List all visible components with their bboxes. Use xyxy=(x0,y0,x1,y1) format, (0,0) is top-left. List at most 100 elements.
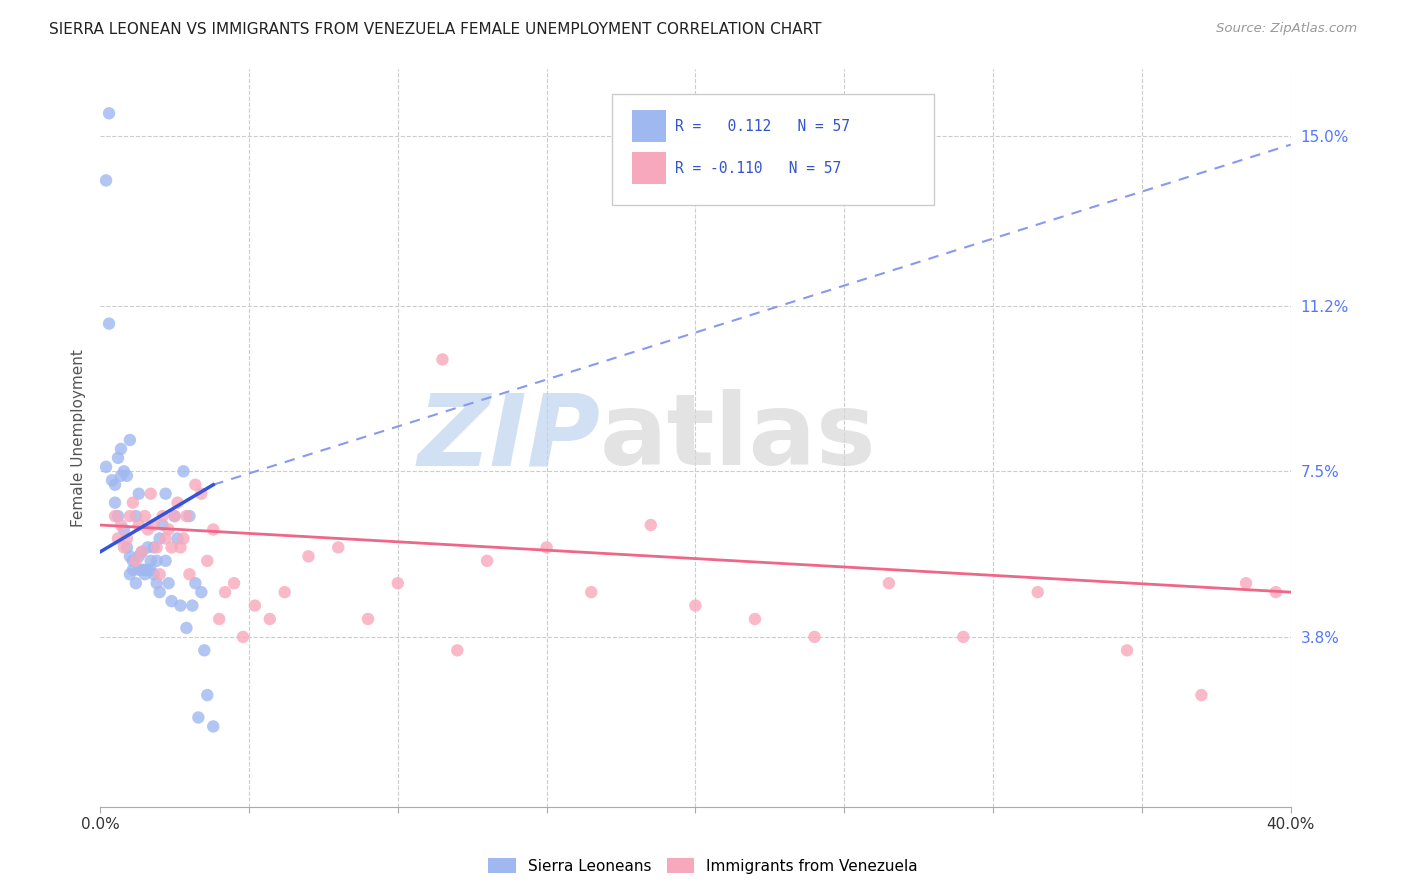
Point xyxy=(118,567,141,582)
Point xyxy=(328,541,350,555)
Point xyxy=(195,554,218,568)
Point xyxy=(145,576,167,591)
Point xyxy=(952,630,974,644)
Point xyxy=(581,585,603,599)
Point xyxy=(179,567,201,582)
Point xyxy=(115,541,138,555)
Point xyxy=(136,541,159,555)
Point xyxy=(160,594,183,608)
Point xyxy=(142,518,165,533)
Point xyxy=(744,612,766,626)
Point xyxy=(118,433,141,447)
Point xyxy=(640,518,662,533)
Point xyxy=(128,518,150,533)
Text: R = -0.110   N = 57: R = -0.110 N = 57 xyxy=(675,161,841,176)
Point xyxy=(112,541,135,555)
Point xyxy=(169,541,191,555)
Point xyxy=(160,541,183,555)
Point xyxy=(446,643,468,657)
Point xyxy=(149,585,172,599)
Point xyxy=(149,567,172,582)
Point xyxy=(134,563,156,577)
Point xyxy=(1234,576,1257,591)
Point xyxy=(152,518,174,533)
Point xyxy=(163,509,186,524)
Point xyxy=(273,585,295,599)
Point xyxy=(243,599,266,613)
Point xyxy=(259,612,281,626)
Point xyxy=(190,486,212,500)
Point xyxy=(172,464,194,478)
Text: atlas: atlas xyxy=(600,389,877,486)
Point xyxy=(131,545,153,559)
Point xyxy=(98,106,121,120)
Point xyxy=(169,599,191,613)
Point xyxy=(139,563,162,577)
Point xyxy=(222,576,245,591)
Point xyxy=(357,612,380,626)
Point xyxy=(128,486,150,500)
Point xyxy=(122,496,145,510)
Point xyxy=(118,509,141,524)
Point xyxy=(176,621,198,635)
Bar xyxy=(633,152,665,185)
Point xyxy=(181,599,204,613)
Point xyxy=(107,509,129,524)
Point xyxy=(136,523,159,537)
Point xyxy=(155,554,177,568)
Point xyxy=(193,643,215,657)
Point xyxy=(184,576,207,591)
Text: SIERRA LEONEAN VS IMMIGRANTS FROM VENEZUELA FEMALE UNEMPLOYMENT CORRELATION CHAR: SIERRA LEONEAN VS IMMIGRANTS FROM VENEZU… xyxy=(49,22,821,37)
Point xyxy=(157,576,180,591)
Text: Source: ZipAtlas.com: Source: ZipAtlas.com xyxy=(1216,22,1357,36)
Point xyxy=(179,509,201,524)
Point xyxy=(118,549,141,564)
Point xyxy=(134,509,156,524)
Point xyxy=(110,518,132,533)
Point xyxy=(136,563,159,577)
Point xyxy=(112,464,135,478)
Point xyxy=(145,554,167,568)
Point xyxy=(122,554,145,568)
Point xyxy=(685,599,707,613)
Point xyxy=(155,486,177,500)
Point xyxy=(149,532,172,546)
Point xyxy=(155,532,177,546)
Point xyxy=(94,459,117,474)
Point xyxy=(877,576,900,591)
Point xyxy=(187,710,209,724)
Point xyxy=(163,509,186,524)
Point xyxy=(131,545,153,559)
Point xyxy=(142,541,165,555)
Point xyxy=(115,532,138,546)
Bar xyxy=(633,110,665,143)
Point xyxy=(157,523,180,537)
Point xyxy=(122,563,145,577)
Point xyxy=(1026,585,1049,599)
Point xyxy=(107,450,129,465)
Point xyxy=(803,630,825,644)
Point xyxy=(145,541,167,555)
Point xyxy=(98,317,121,331)
Point xyxy=(104,477,127,491)
Point xyxy=(139,554,162,568)
Point xyxy=(104,509,127,524)
Point xyxy=(172,532,194,546)
Point xyxy=(104,496,127,510)
Point xyxy=(208,612,231,626)
Point xyxy=(115,468,138,483)
Point xyxy=(128,563,150,577)
Point xyxy=(195,688,218,702)
FancyBboxPatch shape xyxy=(612,95,934,205)
Point xyxy=(475,554,498,568)
Point xyxy=(297,549,319,564)
Point xyxy=(110,442,132,456)
Point xyxy=(125,576,148,591)
Point xyxy=(152,509,174,524)
Point xyxy=(1264,585,1286,599)
Point xyxy=(202,523,225,537)
Point xyxy=(128,549,150,564)
Point xyxy=(232,630,254,644)
Point xyxy=(536,541,558,555)
Point xyxy=(101,473,124,487)
